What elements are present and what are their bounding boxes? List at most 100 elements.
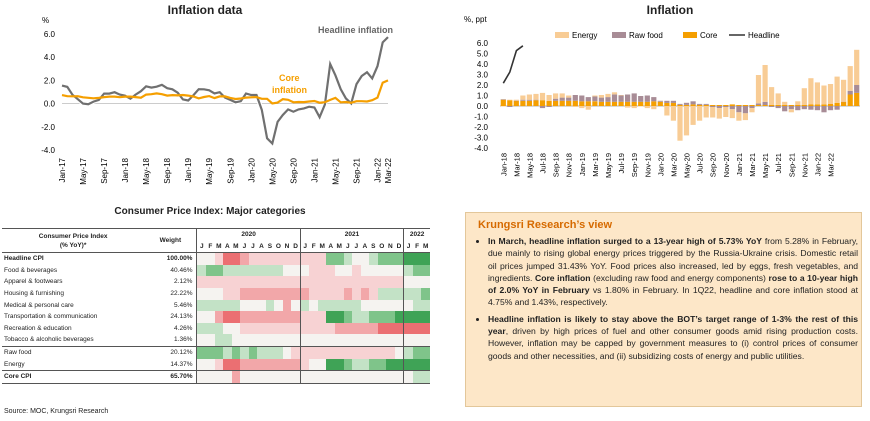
bar-segment (618, 95, 624, 102)
legend-raw-food: Raw food (629, 31, 663, 40)
heatmap-cell (352, 264, 361, 277)
heatmap-month: M (216, 242, 222, 250)
right-xtick: May-20 (683, 153, 692, 178)
heatmap-cell (248, 358, 258, 371)
heatmap-cell (265, 346, 275, 359)
heatmap-cell (360, 264, 370, 277)
heatmap-cell (317, 276, 327, 288)
heatmap-cell (352, 252, 361, 265)
heatmap-cell (343, 346, 353, 359)
heatmap-cell (369, 311, 378, 323)
left-xtick: May-20 (268, 157, 277, 184)
bar-segment (631, 101, 637, 106)
bar-segment (749, 106, 755, 109)
heatmap-row-weight: 24.13% (170, 313, 193, 321)
heatmap-cell (196, 252, 207, 265)
heatmap-cell (257, 264, 266, 277)
bar-segment (788, 109, 794, 113)
left-chart-series (61, 35, 390, 148)
bar-segment (572, 100, 578, 107)
left-xtick: May-21 (331, 157, 340, 184)
heatmap-cell (386, 287, 395, 300)
bar-segment (769, 106, 775, 107)
source-note: Source: MOC, Krungsri Research (4, 408, 109, 415)
heatmap-cell (343, 287, 353, 300)
right-ytick: -2.0 (474, 123, 488, 132)
bar-segment (553, 93, 559, 99)
heatmap-cell (412, 346, 422, 359)
headline-inflation-label: Headline inflation (318, 25, 393, 35)
left-xtick: Jan-22 (373, 157, 382, 182)
bar-segment (814, 82, 820, 105)
bar-segment (572, 106, 578, 107)
heatmap-cell (196, 322, 207, 335)
heatmap-cell (386, 252, 395, 265)
heatmap-cell (317, 334, 327, 347)
bar-segment (769, 87, 775, 105)
heatmap-month: A (259, 242, 264, 250)
heatmap-cell (360, 370, 370, 384)
view-p1-bold3: rose to a 10-year high of 2.0% YoY in Fe… (488, 272, 858, 296)
view-bullets: In March, headline inflation surged to a… (472, 235, 866, 366)
bar-segment (533, 93, 539, 100)
heatmap-row-label: Transportation & communication (4, 313, 98, 321)
bar-segment (723, 105, 729, 106)
bar-segment (703, 106, 709, 118)
bar-segment (814, 104, 820, 106)
heatmap-month: N (284, 242, 290, 250)
heatmap-cell (335, 299, 344, 312)
heatmap-month: A (362, 242, 368, 250)
heatmap-row-label: Medical & personal care (4, 301, 74, 309)
bar-segment (847, 94, 853, 106)
right-chart-title: Inflation (646, 3, 694, 17)
bar-segment (742, 106, 748, 114)
heatmap-cell (274, 322, 283, 335)
right-xtick: Jan-20 (656, 153, 665, 176)
heatmap-month: D (293, 242, 298, 250)
heatmap-cell (369, 358, 378, 371)
krungsri-view-box: Krungsri Research’s view In March, headl… (465, 212, 862, 407)
heatmap-cell (231, 287, 241, 300)
heatmap-cell (352, 311, 361, 323)
heatmap-cell (377, 252, 387, 265)
heatmap-month: O (275, 242, 281, 250)
bar-segment (657, 101, 663, 106)
heatmap-cell (394, 287, 404, 300)
heatmap-cell (257, 287, 266, 300)
heatmap-row: Energy 14.37% (2, 358, 430, 371)
heatmap-cell (248, 346, 258, 359)
heatmap-cell (317, 252, 327, 265)
heatmap-cell (299, 287, 310, 300)
heatmap-cell (231, 311, 241, 323)
heatmap-cell (394, 252, 404, 265)
heatmap-cell (299, 358, 310, 371)
bar-segment (814, 106, 820, 111)
bar-segment (611, 101, 618, 106)
heatmap-row-weight: 100.00% (166, 255, 193, 263)
heatmap-cell (282, 322, 292, 335)
heatmap-row-weight: 40.46% (170, 266, 193, 274)
heatmap-cell (309, 299, 318, 312)
heatmap-cell (240, 311, 249, 323)
heatmap-cell (360, 334, 370, 347)
heatmap-cell (403, 264, 413, 277)
bar-segment (592, 96, 598, 102)
heatmap-cell (231, 358, 241, 371)
heatmap-cell (369, 299, 378, 312)
heatmap-cell (206, 334, 215, 347)
heatmap-cell (352, 370, 361, 384)
heatmap-cell (206, 276, 215, 288)
heatmap-cell (248, 334, 258, 347)
heatmap-cell (394, 370, 404, 384)
heatmap-cell (206, 252, 215, 265)
bar-segment (644, 106, 650, 109)
heatmap-cell (335, 334, 344, 347)
heatmap-cell (412, 287, 422, 300)
bar-segment (638, 96, 644, 102)
heatmap-cell (386, 358, 395, 371)
right-ytick: 0.0 (477, 102, 489, 111)
bar-segment (834, 102, 840, 106)
bar-segment (821, 104, 827, 106)
heatmap-cell (377, 346, 387, 359)
bar-segment (533, 100, 539, 106)
